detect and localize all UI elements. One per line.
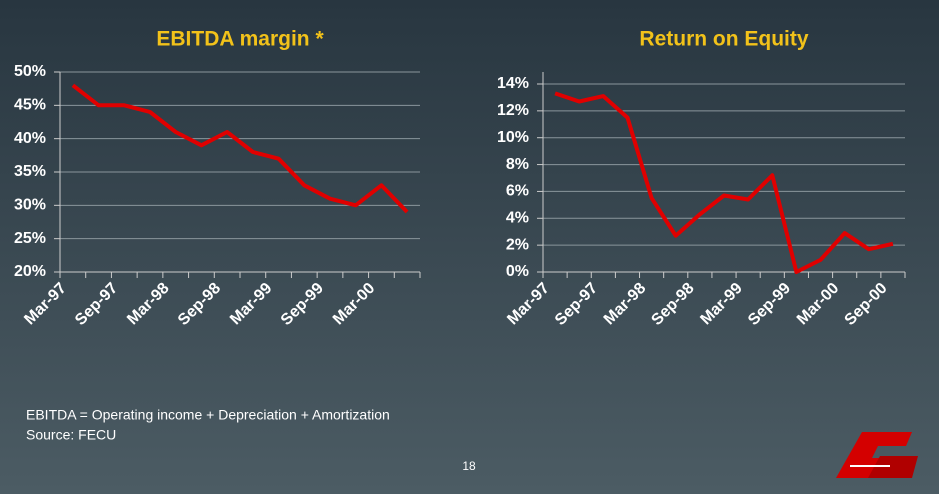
- footnote: EBITDA = Operating income + Depreciation…: [26, 407, 390, 423]
- y-tick-label: 8%: [506, 156, 529, 173]
- y-tick-label: 40%: [14, 130, 46, 147]
- y-tick-label: 20%: [14, 263, 46, 280]
- y-tick-label: 35%: [14, 163, 46, 180]
- y-tick-label: 45%: [14, 97, 46, 114]
- y-tick-label: 2%: [506, 236, 529, 253]
- footnote: Source: FECU: [26, 427, 116, 443]
- series-line: [71, 83, 409, 214]
- y-tick-label: 25%: [14, 230, 46, 247]
- y-tick-label: 10%: [497, 129, 529, 146]
- y-tick-label: 6%: [506, 183, 529, 200]
- chart-title: EBITDA margin *: [156, 28, 324, 51]
- y-tick-label: 12%: [497, 102, 529, 119]
- logo: [836, 432, 918, 478]
- y-tick-label: 14%: [497, 75, 529, 92]
- y-tick-label: 4%: [506, 210, 529, 227]
- y-tick-label: 0%: [506, 263, 529, 280]
- y-tick-label: 50%: [14, 63, 46, 80]
- y-tick-label: 30%: [14, 197, 46, 214]
- chart-title: Return on Equity: [639, 28, 808, 51]
- series-line: [554, 91, 894, 274]
- page-number: 18: [462, 459, 476, 473]
